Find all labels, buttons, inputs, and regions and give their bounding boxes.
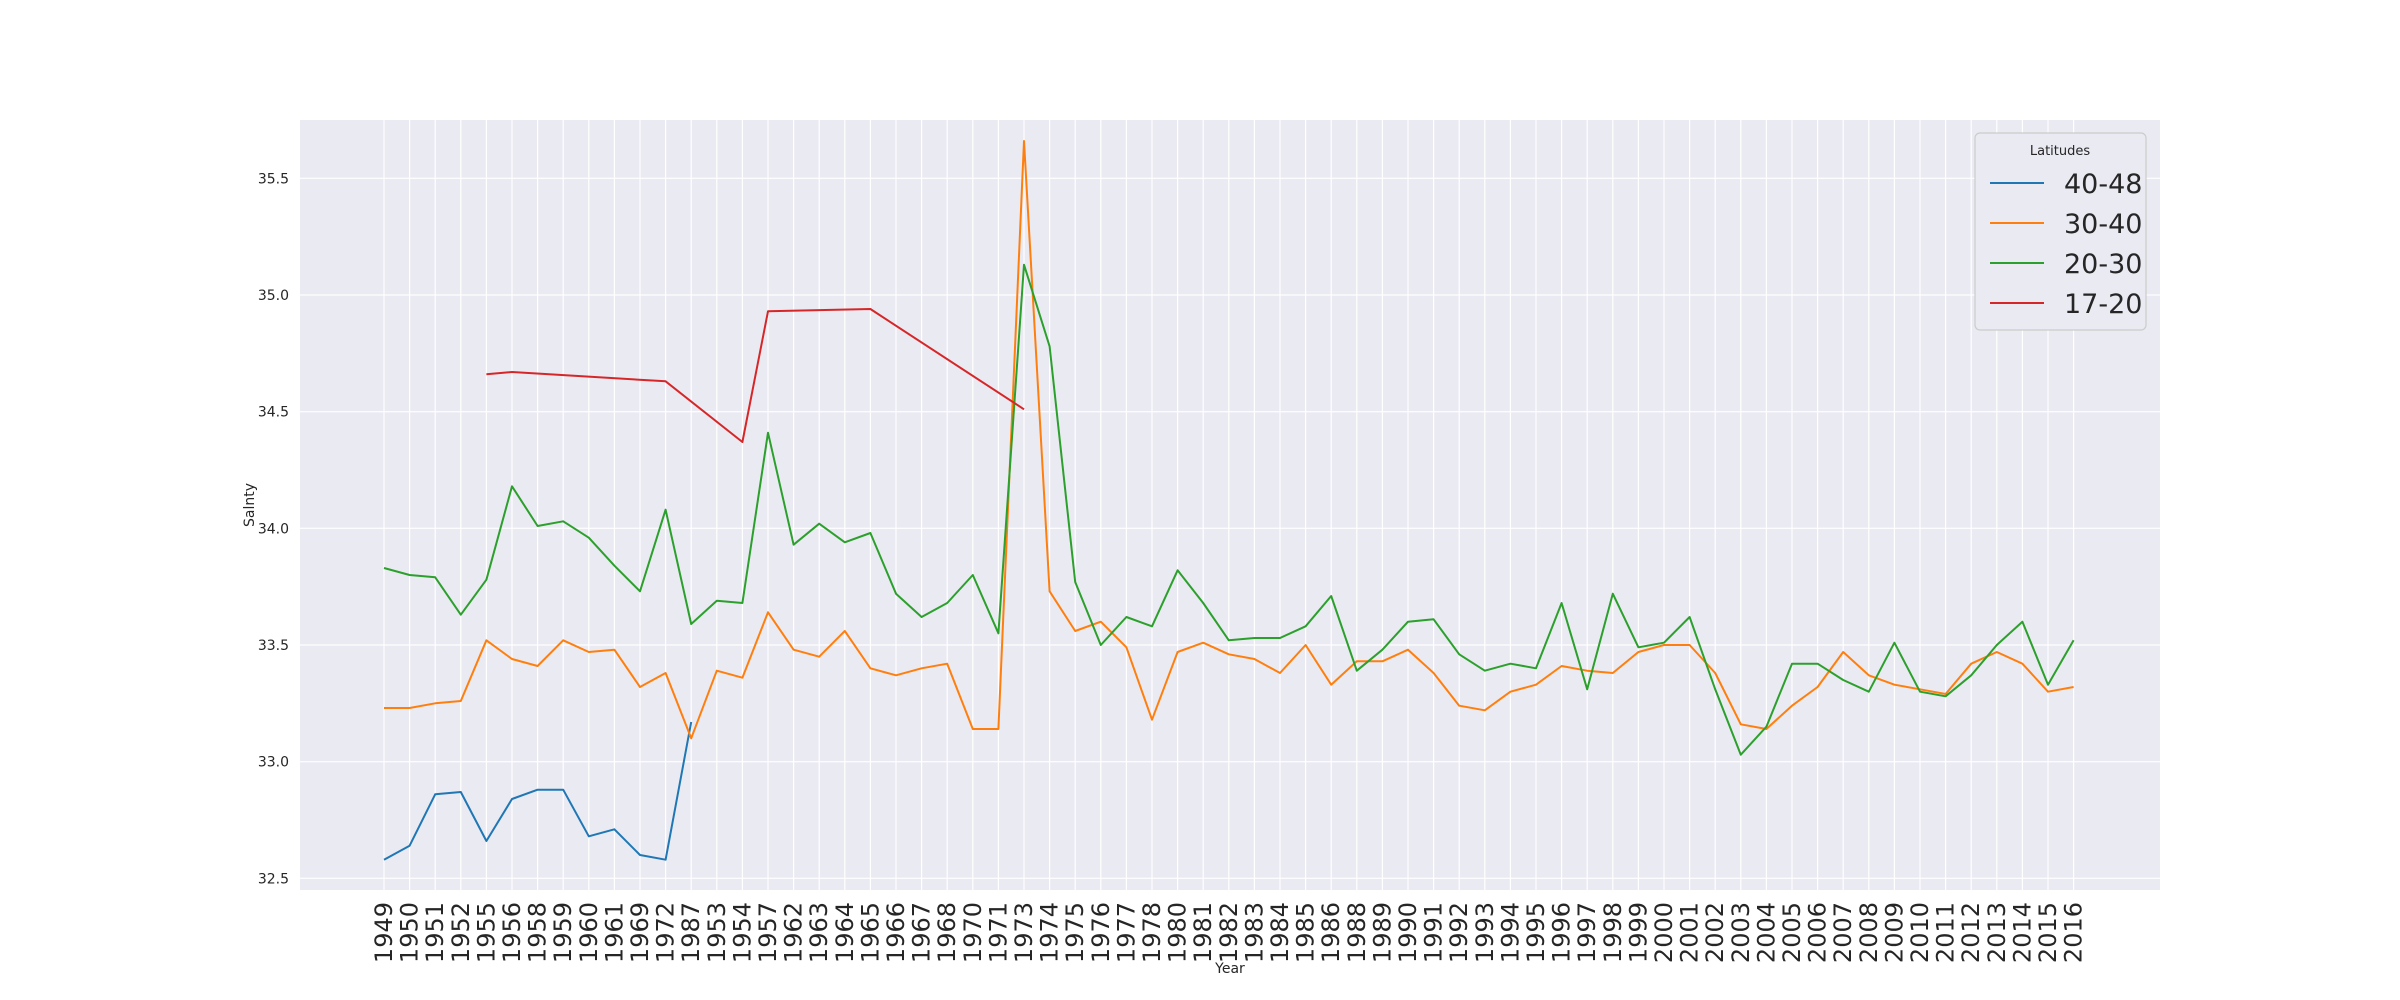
x-tick-label: 2013	[1983, 902, 2011, 963]
y-gridlines	[300, 177, 2160, 879]
x-tick-label: 1955	[472, 902, 500, 963]
x-tick-label: 1969	[626, 902, 654, 963]
x-tick-label: 1983	[1240, 902, 1268, 963]
x-tick-label: 1968	[933, 902, 961, 963]
x-tick-label: 2002	[1701, 902, 1729, 963]
y-tick-label: 32.5	[258, 871, 289, 887]
x-tick-label: 2011	[1932, 902, 1960, 963]
x-tick-label: 2014	[2008, 902, 2036, 963]
series-line-17-20	[486, 308, 1025, 443]
x-tick-label: 2008	[1855, 902, 1883, 963]
x-tick-label: 2001	[1676, 902, 1704, 963]
x-tick-label: 1988	[1343, 902, 1371, 963]
x-tick-label: 1971	[984, 902, 1012, 963]
x-tick-label: 1990	[1394, 902, 1422, 963]
x-tick-label: 1949	[370, 902, 398, 963]
y-tick-label: 34.0	[258, 521, 289, 537]
x-tick-label: 2000	[1650, 902, 1678, 963]
legend-label-40-48: 40-48	[2064, 169, 2142, 200]
x-tick-label: 2003	[1727, 902, 1755, 963]
legend-items: 40-48 30-40 20-30 17-20	[1990, 169, 2142, 320]
x-tick-label: 1981	[1189, 902, 1217, 963]
x-tick-label: 1953	[703, 902, 731, 963]
x-tick-label: 1972	[652, 902, 680, 963]
x-tick-label: 2006	[1804, 902, 1832, 963]
x-tick-label: 1967	[908, 902, 936, 963]
x-tick-label: 1951	[421, 902, 449, 963]
y-tick-label: 34.5	[258, 405, 289, 421]
x-tick-label: 1958	[524, 902, 552, 963]
legend-label-17-20: 17-20	[2064, 289, 2142, 320]
x-tick-label: 2009	[1880, 902, 1908, 963]
legend: Latitudes 40-48 30-40 20-30 17-20	[1974, 132, 2147, 331]
x-tick-label: 2016	[2060, 902, 2088, 963]
series-line-40-48	[383, 721, 693, 861]
x-tick-labels: 1949195019511952195519561958195919601961…	[370, 902, 2088, 963]
x-tick-label: 1950	[396, 902, 424, 963]
x-tick-label: 1974	[1036, 902, 1064, 963]
x-tick-label: 1956	[498, 902, 526, 963]
x-tick-label: 1991	[1420, 902, 1448, 963]
x-tick-label: 2010	[1906, 902, 1934, 963]
x-tick-label: 1957	[754, 902, 782, 963]
y-tick-label: 35.0	[258, 288, 289, 304]
y-tick-label: 35.5	[258, 171, 289, 187]
x-tick-label: 1976	[1087, 902, 1115, 963]
x-tick-label: 1952	[447, 902, 475, 963]
x-tick-label: 1980	[1164, 902, 1192, 963]
series-line-30-40	[384, 140, 2074, 740]
x-tick-label: 1996	[1548, 902, 1576, 963]
series-line-20-30	[383, 263, 2075, 756]
x-tick-label: 1987	[677, 902, 705, 963]
x-tick-label: 2015	[2034, 902, 2062, 963]
legend-label-20-30: 20-30	[2064, 249, 2142, 280]
x-tick-label: 2007	[1829, 902, 1857, 963]
x-tick-label: 1994	[1496, 902, 1524, 963]
y-tick-label: 33.5	[258, 638, 289, 654]
x-tick-label: 1982	[1215, 902, 1243, 963]
x-tick-label: 1965	[856, 902, 884, 963]
x-tick-label: 2004	[1752, 902, 1780, 963]
legend-label-30-40: 30-40	[2064, 209, 2142, 240]
x-tick-label: 1989	[1368, 902, 1396, 963]
x-tick-label: 1985	[1292, 902, 1320, 963]
x-tick-label: 2005	[1778, 902, 1806, 963]
x-tick-label: 1993	[1471, 902, 1499, 963]
x-tick-label: 1963	[805, 902, 833, 963]
x-tick-label: 2012	[1957, 902, 1985, 963]
y-tick-labels: 32.5 33.0 33.5 34.0 34.5 35.0 35.5	[258, 171, 289, 887]
y-tick-label: 33.0	[258, 755, 289, 771]
x-tick-label: 1954	[728, 902, 756, 963]
x-tick-label: 1959	[549, 902, 577, 963]
x-tick-label: 1995	[1522, 902, 1550, 963]
x-tick-label: 1999	[1624, 902, 1652, 963]
x-tick-label: 1970	[959, 902, 987, 963]
x-tick-label: 1992	[1445, 902, 1473, 963]
x-tick-label: 1966	[882, 902, 910, 963]
x-tick-label: 1984	[1266, 902, 1294, 963]
x-tick-label: 1997	[1573, 902, 1601, 963]
x-tick-label: 1986	[1317, 902, 1345, 963]
series-lines	[383, 140, 2075, 861]
x-tick-label: 1960	[575, 902, 603, 963]
x-tick-label: 1961	[600, 902, 628, 963]
y-axis-title: Salnty	[242, 483, 258, 527]
x-tick-label: 1978	[1138, 902, 1166, 963]
x-tick-label: 1973	[1010, 902, 1038, 963]
x-axis-title: Year	[1214, 961, 1245, 977]
x-tick-label: 1962	[780, 902, 808, 963]
x-tick-label: 1975	[1061, 902, 1089, 963]
legend-title: Latitudes	[2030, 144, 2091, 159]
x-tick-label: 1998	[1599, 902, 1627, 963]
plot-background	[300, 120, 2160, 890]
x-tick-label: 1977	[1112, 902, 1140, 963]
x-tick-label: 1964	[831, 902, 859, 963]
